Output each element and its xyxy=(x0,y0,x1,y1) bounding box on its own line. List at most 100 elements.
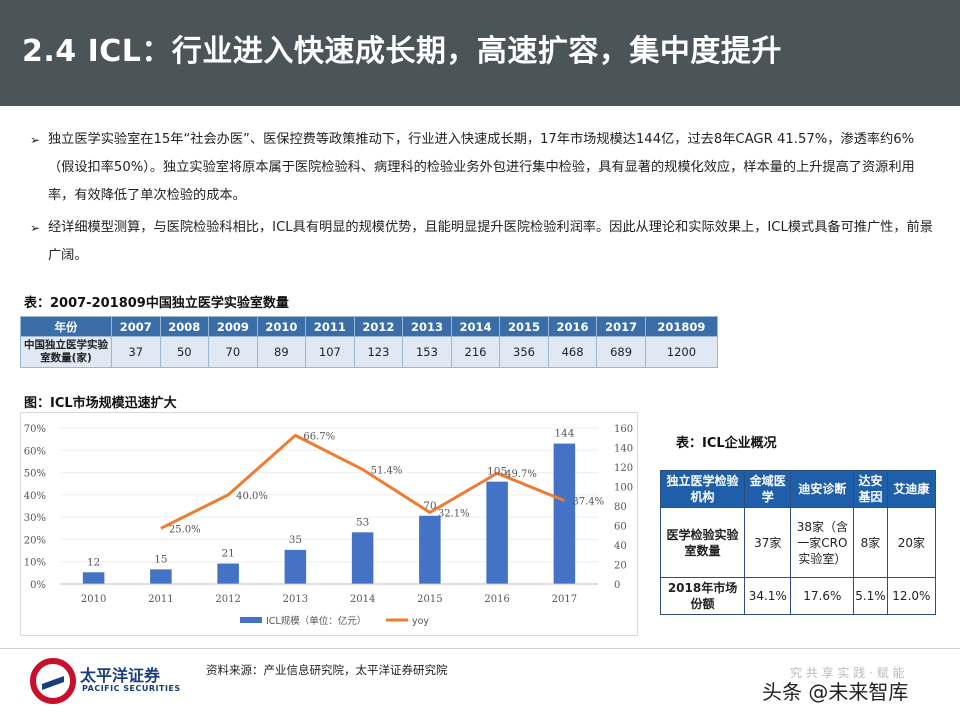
left-axis-tick-label: 20% xyxy=(24,535,46,546)
bullet-item: ➢ 经详细模型测算，与医院检验科相比，ICL具有明显的规模优势，且能明显提升医院… xyxy=(30,214,935,270)
x-axis-tick-label: 2012 xyxy=(215,594,240,605)
legend-bar-label: ICL规模（单位：亿元） xyxy=(266,615,366,627)
table-header-cell: 2012 xyxy=(353,316,404,337)
right-axis-tick-label: 100 xyxy=(614,483,633,494)
table-header-cell: 2017 xyxy=(596,316,646,337)
table-cell: 38家（含一家CRO实验室） xyxy=(790,507,855,578)
left-axis-tick-label: 0% xyxy=(30,580,46,591)
legend-line-label: yoy xyxy=(412,616,429,627)
header-bar: 2.4 ICL：行业进入快速成长期，高速扩容，集中度提升 xyxy=(0,0,960,106)
table-header-cell: 2014 xyxy=(450,316,501,337)
right-axis-tick-label: 160 xyxy=(614,424,633,435)
right-axis-tick-label: 60 xyxy=(614,522,627,533)
table-header-cell: 2007 xyxy=(111,316,161,337)
table-cell: 8家 xyxy=(853,507,888,578)
chart-caption: 图：ICL市场规模迅速扩大 xyxy=(24,396,177,411)
bullet-item: ➢ 独立医学实验室在15年“社会办医”、医保控费等政策推动下，行业进入快速成长期… xyxy=(30,126,935,210)
row-label: 2018年市场份额 xyxy=(659,577,746,615)
left-axis-tick-label: 50% xyxy=(24,469,46,480)
yoy-value-label: 40.0% xyxy=(236,491,268,502)
x-axis-tick-label: 2016 xyxy=(484,594,509,605)
left-axis-tick-label: 60% xyxy=(24,446,46,457)
table-header-row: 年份 2007 2008 2009 2010 2011 2012 2013 20… xyxy=(20,316,719,337)
right-axis-tick-label: 140 xyxy=(614,444,633,455)
bar xyxy=(217,563,239,584)
bar-value-label: 15 xyxy=(154,553,167,565)
yoy-line xyxy=(160,433,565,530)
bar xyxy=(150,569,172,584)
right-axis-tick-label: 0 xyxy=(614,580,620,591)
table-cell: 50 xyxy=(159,336,210,368)
table-cell: 37家 xyxy=(744,507,792,578)
yoy-value-label: 32.1% xyxy=(438,508,470,519)
x-axis-tick-label: 2015 xyxy=(417,594,442,605)
faint-footer-text: 究 共 享 实 践 · 赋 能 xyxy=(790,666,905,680)
table-cell: 20家 xyxy=(886,507,937,578)
table-cell: 107 xyxy=(305,336,355,368)
table-header-row: 独立医学检验机构 金域医学 迪安诊断 达安基因 艾迪康 xyxy=(659,470,937,508)
legend-bar-swatch xyxy=(240,617,262,623)
logo-text: 太平洋证券 xyxy=(80,666,161,685)
table-cell: 5.1% xyxy=(853,577,888,615)
watermark: 头条 @未来智库 xyxy=(762,680,909,704)
table-header-cell: 2010 xyxy=(256,316,307,337)
table-cell: 123 xyxy=(353,336,404,368)
table-cell: 89 xyxy=(256,336,307,368)
table-header-cell: 201809 xyxy=(644,316,719,337)
page-title: 2.4 ICL：行业进入快速成长期，高速扩容，集中度提升 xyxy=(22,34,782,69)
table-header-cell: 年份 xyxy=(20,316,112,337)
bar xyxy=(553,443,576,584)
icl-company-table: 独立医学检验机构 金域医学 迪安诊断 达安基因 艾迪康 医学检验实验室数量 37… xyxy=(659,470,937,615)
table-header-cell: 金域医学 xyxy=(744,470,792,508)
left-axis-tick-label: 40% xyxy=(24,491,46,502)
bar-value-label: 144 xyxy=(554,428,574,440)
footer-divider xyxy=(0,648,960,649)
icl-market-chart: 12 15 21 35 53 70 105 144 25.0% 40.0% 66.7% 51.4% 32… xyxy=(20,412,638,636)
table-header-cell: 2013 xyxy=(402,316,452,337)
table-cell: 12.0% xyxy=(886,577,937,615)
yoy-value-label: 25.0% xyxy=(169,524,201,535)
bar xyxy=(419,515,441,584)
row-label: 医学检验实验室数量 xyxy=(659,507,746,578)
table-header-cell: 达安基因 xyxy=(853,470,888,508)
right-axis-tick-label: 20 xyxy=(614,561,627,572)
table-header-cell: 独立医学检验机构 xyxy=(659,470,746,508)
table-cell: 1200 xyxy=(644,336,719,368)
logo-subtext: PACIFIC SECURITIES xyxy=(82,684,181,693)
company-logo: 太平洋证券 PACIFIC SECURITIES xyxy=(28,652,188,708)
bar-value-label: 21 xyxy=(221,548,234,560)
bar xyxy=(486,481,508,584)
table-header-cell: 迪安诊断 xyxy=(790,470,855,508)
arrow-bullet-icon: ➢ xyxy=(30,133,41,147)
table-cell: 17.6% xyxy=(790,577,855,615)
table2-caption: 表：ICL企业概况 xyxy=(676,436,777,451)
table-cell: 34.1% xyxy=(744,577,792,615)
bar xyxy=(82,572,105,584)
lab-count-table: 年份 2007 2008 2009 2010 2011 2012 2013 20… xyxy=(20,316,719,368)
table-cell: 468 xyxy=(547,336,598,368)
table-header-cell: 2016 xyxy=(547,316,598,337)
yoy-value-label: 51.4% xyxy=(371,465,403,476)
x-axis-tick-label: 2013 xyxy=(283,594,308,605)
table-header-cell: 2011 xyxy=(305,316,355,337)
bullet-text: 独立医学实验室在15年“社会办医”、医保控费等政策推动下，行业进入快速成长期，1… xyxy=(48,132,915,203)
bar-value-label: 35 xyxy=(289,534,302,546)
right-axis-tick-label: 80 xyxy=(614,502,627,513)
bar-value-label: 70 xyxy=(423,500,436,512)
bar xyxy=(284,549,307,584)
yoy-value-label: 66.7% xyxy=(303,431,335,442)
table-cell: 216 xyxy=(450,336,501,368)
table-cell: 37 xyxy=(111,336,161,368)
table-row: 中国独立医学实验室数量(家) 37 50 70 89 107 123 153 2… xyxy=(20,336,719,368)
table-cell: 153 xyxy=(402,336,452,368)
yoy-value-label: 37.4% xyxy=(572,497,604,508)
x-axis-tick-label: 2014 xyxy=(350,594,375,605)
table-cell: 689 xyxy=(596,336,646,368)
row-label: 中国独立医学实验室数量(家) xyxy=(20,336,112,368)
source-note: 资料来源：产业信息研究院，太平洋证券研究院 xyxy=(206,663,448,677)
table-header-cell: 2008 xyxy=(159,316,210,337)
left-axis-tick-label: 30% xyxy=(24,513,46,524)
table-header-cell: 2015 xyxy=(499,316,549,337)
bar xyxy=(351,532,374,584)
x-axis-tick-label: 2010 xyxy=(81,594,106,605)
